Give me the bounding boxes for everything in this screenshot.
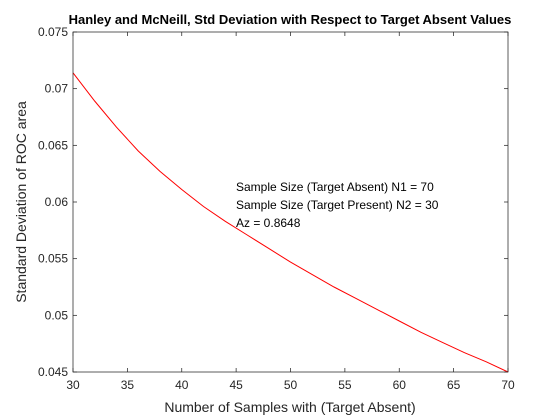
x-tick-label: 65 — [447, 378, 461, 392]
x-tick-label: 55 — [338, 378, 352, 392]
x-tick-label: 40 — [175, 378, 189, 392]
annotation-n1: Sample Size (Target Absent) N1 = 70 — [236, 180, 434, 194]
y-tick-label: 0.065 — [38, 138, 68, 152]
y-tick-label: 0.075 — [38, 25, 68, 39]
x-tick-label: 45 — [229, 378, 243, 392]
y-tick-label: 0.055 — [38, 252, 68, 266]
annotation-n2: Sample Size (Target Present) N2 = 30 — [236, 198, 439, 212]
y-tick-label: 0.045 — [38, 365, 68, 379]
x-tick-label: 70 — [501, 378, 515, 392]
x-tick-label: 30 — [66, 378, 80, 392]
y-tick-label: 0.05 — [45, 308, 69, 322]
x-tick-label: 60 — [393, 378, 407, 392]
x-tick-label: 50 — [284, 378, 298, 392]
x-tick-label: 35 — [121, 378, 135, 392]
y-axis-label: Standard Deviation of ROC area — [13, 101, 29, 303]
y-tick-label: 0.07 — [45, 82, 69, 96]
chart-title: Hanley and McNeill, Std Deviation with R… — [69, 12, 512, 27]
y-tick-label: 0.06 — [45, 195, 69, 209]
x-axis-label: Number of Samples with (Target Absent) — [164, 399, 415, 415]
annotation-az: Az = 0.8648 — [236, 216, 301, 230]
